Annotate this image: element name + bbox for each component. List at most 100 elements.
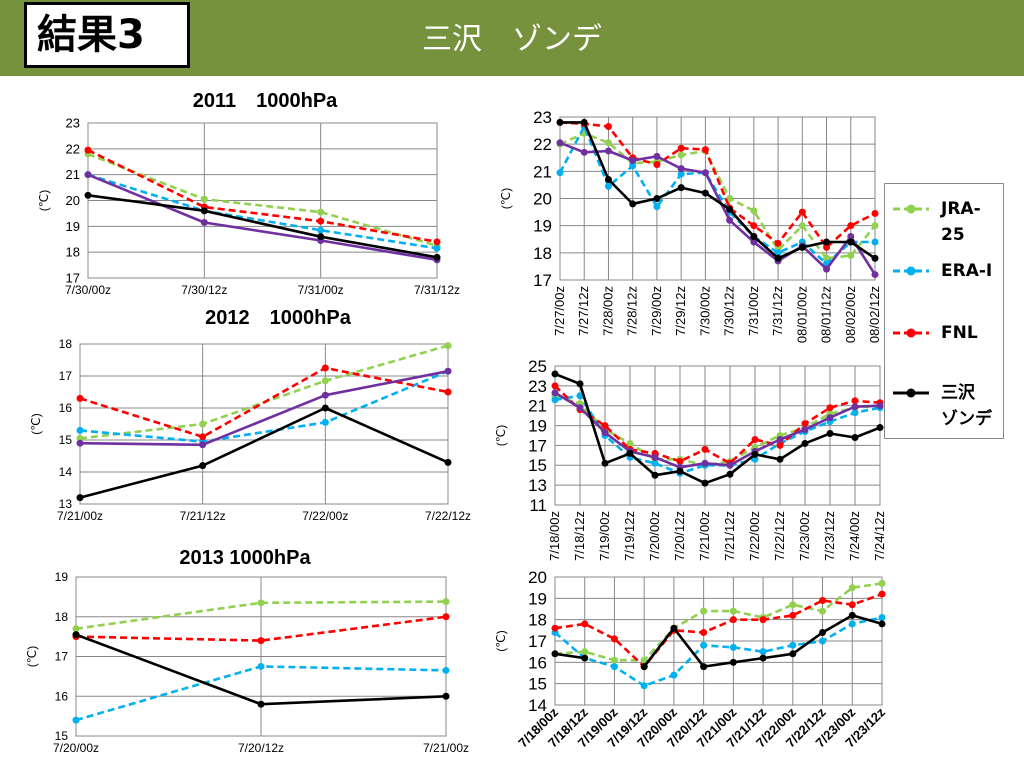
y-tick-label: 17: [533, 271, 552, 290]
data-point: [199, 420, 207, 428]
data-point: [750, 222, 758, 230]
series-line: [87, 173, 438, 262]
data-point: [847, 238, 855, 246]
x-tick-label: 7/29/00z: [649, 286, 664, 336]
data-point: [700, 628, 708, 636]
data-point: [72, 625, 80, 633]
data-point: [819, 607, 827, 615]
data-point: [823, 254, 831, 262]
data-point: [759, 654, 767, 662]
series-line: [87, 152, 438, 247]
series-FNL: [556, 118, 879, 251]
x-tick-label: 7/31/12z: [414, 283, 460, 297]
data-point: [700, 607, 708, 615]
data-point: [701, 169, 709, 177]
chart-title: 2013 1000hPa: [179, 547, 311, 569]
data-point: [701, 189, 709, 197]
data-point: [556, 118, 564, 126]
series-line: [75, 600, 447, 630]
y-axis-label: (℃): [25, 646, 39, 667]
series-line: [79, 370, 449, 443]
data-point: [601, 459, 609, 467]
data-point: [789, 611, 797, 619]
x-tick-label: 7/20/00z: [647, 511, 662, 561]
y-axis-label: (℃): [499, 188, 513, 209]
data-point: [878, 579, 886, 587]
data-point: [851, 397, 859, 405]
data-point: [640, 656, 648, 664]
data-point: [651, 471, 659, 479]
y-tick-label: 22: [533, 135, 552, 154]
data-point: [433, 253, 441, 261]
data-point: [876, 424, 884, 432]
data-point: [826, 414, 834, 422]
chart-2013-detail: 14151617181920(℃)7/18/00z7/18/12z7/19/00…: [494, 568, 888, 750]
legend-swatch: [893, 204, 929, 214]
y-tick-label: 15: [55, 729, 69, 743]
x-tick-label: 7/19/12z: [622, 511, 637, 561]
data-point: [610, 635, 618, 643]
data-point: [726, 470, 734, 478]
x-tick-label: 7/30/00z: [697, 286, 712, 336]
legend-label: ERA-I: [941, 261, 993, 281]
data-point: [629, 200, 637, 208]
data-point: [823, 265, 831, 273]
data-point: [629, 156, 637, 164]
data-point: [321, 418, 329, 426]
data-point: [317, 233, 325, 241]
data-point: [701, 479, 709, 487]
data-point: [776, 435, 784, 443]
data-point: [551, 624, 559, 632]
data-point: [601, 429, 609, 437]
series-ERA-I: [72, 662, 450, 724]
data-point: [72, 716, 80, 724]
data-point: [847, 233, 855, 241]
chart-2011: 2011 1000hPa 17 18 19 20 21 22 23 (℃) 7/30/00z 7/3…: [37, 90, 460, 297]
series-line: [79, 344, 449, 440]
y-tick-label: 18: [528, 611, 547, 630]
data-point: [848, 584, 856, 592]
data-point: [199, 462, 207, 470]
data-point: [76, 434, 84, 442]
data-point: [317, 217, 325, 225]
data-point: [551, 382, 559, 390]
series-line: [79, 369, 449, 447]
x-tick-label: 7/21/12z: [722, 511, 737, 561]
x-tick-label: 7/27/00z: [552, 286, 567, 336]
data-point: [851, 409, 859, 417]
y-tick-label: 18: [533, 244, 552, 263]
data-point: [551, 650, 559, 658]
data-point: [257, 662, 265, 670]
data-point: [729, 607, 737, 615]
series-JRA-25: [551, 579, 886, 664]
x-tick-label: 7/29/12z: [673, 286, 688, 336]
data-point: [321, 377, 329, 385]
data-point: [789, 650, 797, 658]
data-point: [442, 666, 450, 674]
legend-marker: [906, 204, 916, 214]
data-point: [576, 392, 584, 400]
data-point: [847, 252, 855, 260]
y-tick-label: 15: [528, 675, 547, 694]
y-tick-label: 16: [59, 401, 73, 415]
data-point: [199, 433, 207, 441]
x-tick-label: 7/24/00z: [847, 511, 862, 561]
y-tick-label: 18: [55, 610, 69, 624]
data-point: [604, 147, 612, 155]
data-point: [610, 656, 618, 664]
series-その他: [76, 367, 452, 449]
data-point: [670, 671, 678, 679]
data-point: [317, 226, 325, 234]
data-point: [576, 404, 584, 412]
data-point: [677, 151, 685, 159]
data-point: [878, 614, 886, 622]
y-tick-label: 20: [66, 193, 80, 208]
data-point: [819, 596, 827, 604]
y-tick-label: 19: [66, 219, 80, 234]
series-三沢ゾンデ: [72, 631, 450, 708]
data-point: [729, 643, 737, 651]
series-ERA-I: [76, 367, 452, 446]
series-三沢ゾンデ: [551, 370, 884, 487]
data-point: [848, 611, 856, 619]
data-point: [729, 616, 737, 624]
